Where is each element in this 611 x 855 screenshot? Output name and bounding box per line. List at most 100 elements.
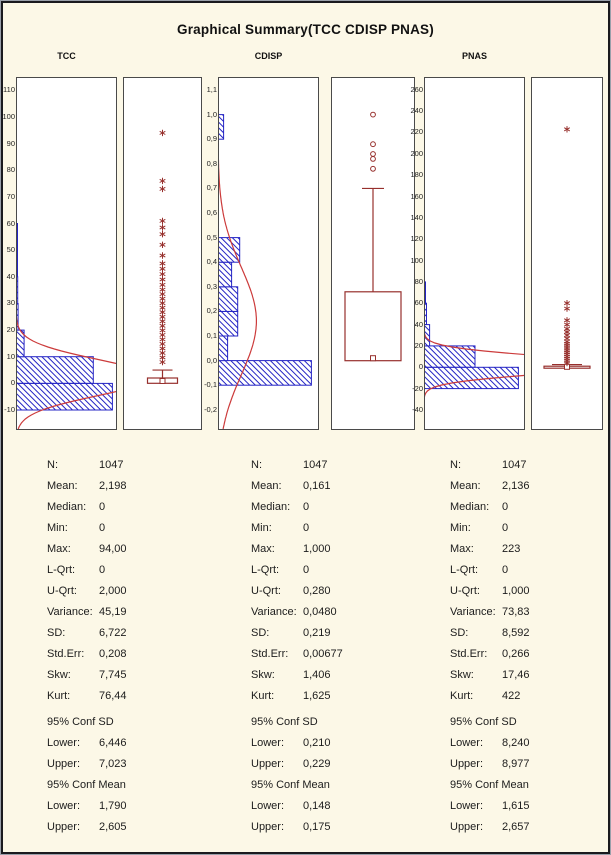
histogram-bar (218, 114, 225, 140)
stat-row: Upper: 0,229 (251, 754, 426, 775)
stat-label: Std.Err: (251, 648, 289, 660)
extreme-marker (159, 241, 166, 248)
stat-label: Max: (251, 543, 275, 555)
stat-value: 0,0480 (303, 606, 337, 618)
stat-row: Skw: 17,46 (450, 665, 611, 686)
stat-row: Min: 0 (47, 518, 222, 539)
stat-row: L-Qrt: 0 (251, 560, 426, 581)
stat-row: SD: 8,592 (450, 623, 611, 644)
stat-label: SD: (47, 627, 66, 639)
stat-value: 1047 (502, 459, 527, 471)
iqr-box (344, 291, 402, 362)
stat-label: Skw: (47, 669, 71, 681)
variable-name-label: PNAS (461, 51, 487, 61)
stat-row: Variance: 45,19 (47, 602, 222, 623)
stats-block: N: 1047 Mean: 2,136 Median: 0 Min: 0 Max: 223 L-Qr… (450, 455, 611, 838)
y-axis-tick-column: 1,1 1,0 0,9 0,8 0,7 0,6 0,5 0,4 0,3 0,2 0,1 0,0 -0,1… (201, 77, 218, 430)
axis-tick-label: 200 (410, 148, 423, 158)
axis-tick-label: 0,6 (206, 208, 217, 218)
histogram-bar (218, 286, 239, 312)
axis-tick-label: 120 (410, 234, 423, 244)
outlier-marker (370, 151, 376, 157)
stat-value: 0,00677 (303, 648, 343, 660)
histogram-bar (218, 360, 312, 386)
stat-value: 1,000 (303, 543, 331, 555)
axis-tick-label: 40 (414, 319, 423, 329)
extreme-marker (159, 276, 166, 283)
boxplot-panel (531, 77, 603, 430)
stat-row: Upper: 2,605 (47, 817, 222, 838)
stat-row: L-Qrt: 0 (450, 560, 611, 581)
axis-tick-label: 20 (414, 340, 423, 350)
stat-row: Max: 94,00 (47, 539, 222, 560)
stat-row: Lower: 6,446 (47, 733, 222, 754)
stat-label: N: (251, 459, 262, 471)
stat-value: 1047 (99, 459, 124, 471)
stat-row: Variance: 73,83 (450, 602, 611, 623)
stat-label: Kurt: (450, 690, 474, 702)
stat-label: Mean: (47, 480, 78, 492)
axis-tick-label: 70 (6, 191, 15, 201)
stat-label: Variance: (251, 606, 297, 618)
stat-row: Lower: 1,615 (450, 796, 611, 817)
extreme-marker (563, 305, 571, 312)
stat-value: 0,266 (502, 648, 530, 660)
conf-header: 95% Conf Mean (251, 779, 330, 791)
stat-label: Median: (251, 501, 291, 513)
stat-row: U-Qrt: 0,280 (251, 581, 426, 602)
stat-value: 1047 (303, 459, 328, 471)
stat-row: Median: 0 (450, 497, 611, 518)
stat-row: Upper: 0,175 (251, 817, 426, 838)
outlier-marker (370, 165, 376, 172)
stat-value: 76,44 (99, 690, 127, 702)
axis-tick-label: 20 (6, 325, 15, 335)
stat-value: 0,175 (303, 821, 331, 833)
axis-tick-label: 0,5 (206, 232, 217, 242)
stat-label: Upper: (251, 821, 285, 833)
stat-value: 1,406 (303, 669, 331, 681)
conf-header: 95% Conf SD (450, 716, 517, 728)
stat-value: 0 (303, 522, 310, 534)
stat-value: 8,240 (502, 737, 530, 749)
stat-row: Skw: 1,406 (251, 665, 426, 686)
variable-name-label: TCC (57, 51, 76, 61)
stat-value: 8,977 (502, 758, 530, 770)
stat-value: 73,83 (502, 606, 530, 618)
stat-value: 6,722 (99, 627, 127, 639)
stat-value: 0 (303, 501, 310, 513)
stat-value: 0,208 (99, 648, 127, 660)
stat-label: Std.Err: (47, 648, 85, 660)
stat-label: Lower: (47, 737, 81, 749)
axis-tick-label: -40 (412, 404, 423, 414)
stat-row: N: 1047 (251, 455, 426, 476)
stat-value: 0,219 (303, 627, 331, 639)
stat-value: 1,000 (502, 585, 530, 597)
stat-row: Std.Err: 0,266 (450, 644, 611, 665)
axis-tick-label: -0,2 (204, 404, 217, 414)
stat-row: U-Qrt: 1,000 (450, 581, 611, 602)
stats-block: N: 1047 Mean: 0,161 Median: 0 Min: 0 Max: 1,000 L-… (251, 455, 426, 838)
axis-tick-label: 0,0 (206, 355, 217, 365)
boxplot-panel (331, 77, 415, 430)
stat-label: Upper: (47, 821, 81, 833)
stat-value: 8,592 (502, 627, 530, 639)
conf-section: 95% Conf SD Lower: 8,240 Upper: 8,977 95% Con… (450, 712, 611, 838)
stat-row: Min: 0 (251, 518, 426, 539)
stat-value: 17,46 (502, 669, 530, 681)
extreme-marker (159, 177, 166, 185)
variable-name-label: CDISP (254, 51, 283, 61)
stat-label: Upper: (450, 758, 484, 770)
conf-section: 95% Conf SD Lower: 0,210 Upper: 0,229 95% Con… (251, 712, 426, 838)
stat-label: U-Qrt: (251, 585, 281, 597)
stat-row: N: 1047 (47, 455, 222, 476)
stat-row: Max: 1,000 (251, 539, 426, 560)
axis-tick-label: 50 (6, 245, 15, 255)
axis-tick-label: 0,8 (206, 158, 217, 168)
stat-value: 1,615 (502, 800, 530, 812)
stat-label: Upper: (450, 821, 484, 833)
stat-label: Variance: (450, 606, 496, 618)
stat-row: Variance: 0,0480 (251, 602, 426, 623)
axis-tick-label: 220 (410, 127, 423, 137)
stat-label: Lower: (47, 800, 81, 812)
stat-value: 0 (303, 564, 310, 576)
